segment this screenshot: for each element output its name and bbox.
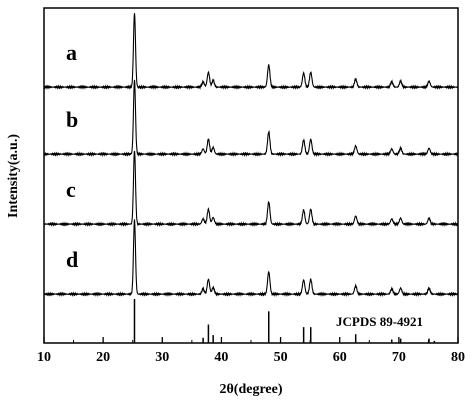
reference-pattern [133, 299, 436, 343]
x-tick-label: 70 [392, 350, 406, 365]
curve-label-a: a [66, 40, 77, 65]
x-tick-label: 20 [96, 350, 110, 365]
x-tick-label: 60 [333, 350, 347, 365]
x-axis-tick-labels: 10 20 30 40 50 60 70 80 [37, 350, 465, 365]
reference-label: JCPDS 89-4921 [336, 314, 423, 329]
curve-labels: a b c d [66, 40, 78, 272]
x-axis-ticks [43, 337, 459, 343]
curve-label-b: b [66, 107, 78, 132]
xrd-curve-c [43, 150, 459, 228]
xrd-curve-d [43, 219, 459, 298]
x-tick-label: 80 [451, 350, 465, 365]
x-tick-label: 30 [155, 350, 169, 365]
xrd-curve-a [43, 13, 459, 91]
x-tick-label: 10 [37, 350, 51, 365]
x-tick-label: 40 [214, 350, 228, 365]
y-axis-title: Intensity(a.u.) [6, 134, 21, 218]
curve-label-d: d [66, 247, 78, 272]
x-tick-label: 50 [274, 350, 288, 365]
x-axis-title: 2θ(degree) [219, 382, 282, 397]
xrd-curves [43, 13, 459, 298]
curve-label-c: c [66, 177, 76, 202]
xrd-curve-b [43, 79, 459, 158]
